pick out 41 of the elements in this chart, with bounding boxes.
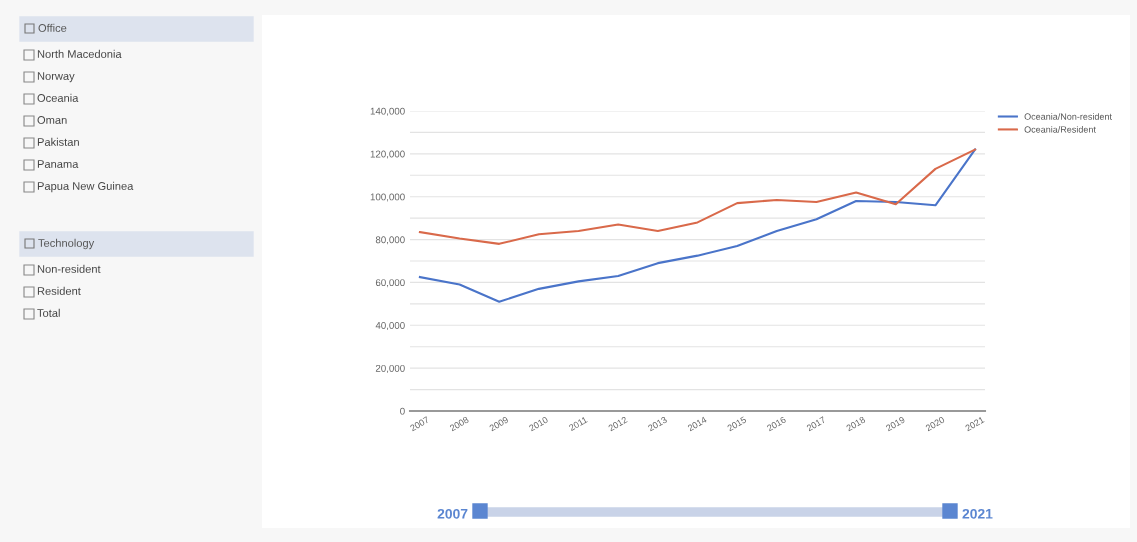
x-tick-label: 2008 [449, 416, 470, 432]
text: North Macedonia [37, 49, 122, 58]
x-tick-label: 2017 [806, 416, 826, 432]
x-tick-label: 2015 [726, 416, 747, 432]
line-series [418, 148, 977, 303]
text: Papua New Guinea [37, 181, 134, 193]
y-tick-label: 140,000 [370, 107, 405, 116]
text: Panama [37, 160, 79, 168]
text: Oceania [37, 93, 79, 102]
text: Technology [38, 238, 95, 250]
x-tick-label: 2021 [964, 416, 985, 432]
text: Non-resident [37, 264, 101, 273]
text: Pakistan [37, 137, 79, 146]
x-tick-label: 2013 [647, 416, 668, 432]
y-tick-label: 100,000 [370, 193, 405, 202]
x-tick-label: 2016 [766, 416, 787, 432]
text: Norway [37, 72, 75, 83]
x-tick-label: 2011 [568, 416, 588, 432]
line-series [418, 148, 977, 245]
x-tick-label: 2012 [607, 416, 628, 432]
y-tick-label: 20,000 [375, 364, 405, 373]
x-tick-label: 2010 [528, 416, 549, 432]
x-tick-label: 2014 [687, 416, 708, 432]
text: Office [38, 23, 67, 32]
y-tick-label: 60,000 [375, 279, 405, 288]
legend-label: Oceania/Resident [1024, 126, 1096, 133]
text: 2021 [962, 508, 993, 519]
text: Total [37, 308, 60, 317]
x-tick-label: 2019 [885, 416, 906, 432]
x-tick-label: 2007 [409, 416, 430, 432]
x-tick-label: 2018 [845, 416, 866, 432]
y-tick-label: 80,000 [375, 236, 405, 245]
x-tick-label: 2009 [488, 416, 509, 432]
legend-label: Oceania/Non-resident [1024, 113, 1112, 120]
text: Resident [37, 286, 81, 295]
text: 2007 [437, 508, 468, 519]
y-tick-label: 0 [400, 407, 405, 415]
x-tick-label: 2020 [925, 416, 946, 432]
text: Oman [37, 116, 67, 124]
y-tick-label: 40,000 [375, 322, 405, 331]
y-tick-label: 120,000 [370, 150, 405, 159]
